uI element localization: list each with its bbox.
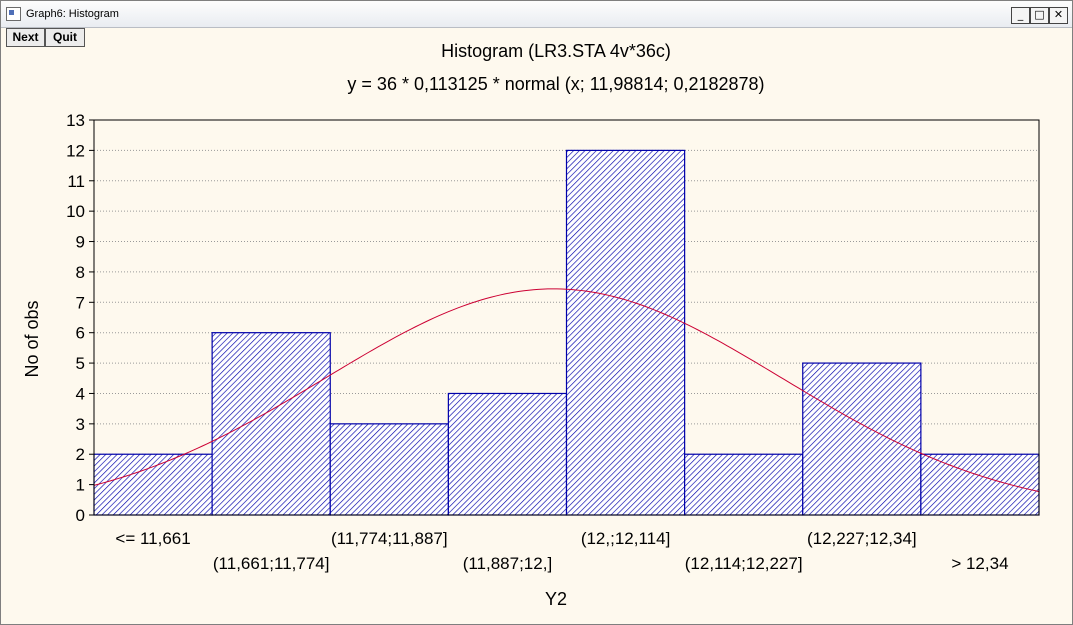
y-tick-label: 3 bbox=[76, 415, 85, 434]
chart-subtitle: y = 36 * 0,113125 * normal (x; 11,98814;… bbox=[347, 74, 764, 94]
next-button-label: Next bbox=[12, 30, 39, 44]
window-title: Graph6: Histogram bbox=[26, 8, 119, 20]
x-axis-categories: <= 11,661 (11,661;11,774](11,774;11,887] (… bbox=[115, 529, 1008, 573]
histogram-bar bbox=[447, 392, 568, 516]
chart-title: Histogram (LR3.STA 4v*36c) bbox=[441, 41, 671, 61]
y-tick-label: 4 bbox=[76, 384, 85, 403]
plot-frame bbox=[93, 119, 1040, 516]
histogram-bar bbox=[920, 453, 1040, 516]
histogram-bar bbox=[565, 149, 686, 516]
close-button[interactable]: ✕ bbox=[1049, 7, 1068, 24]
y-axis-label: No of obs bbox=[22, 300, 42, 377]
histogram-bar bbox=[93, 453, 213, 516]
title-bar[interactable]: Graph6: Histogram _ □ ✕ bbox=[1, 1, 1072, 28]
histogram-bar bbox=[329, 423, 449, 516]
y-tick-label: 1 bbox=[76, 476, 85, 495]
histogram-bar bbox=[211, 332, 331, 516]
x-tick-label: (12,;12,114] bbox=[581, 529, 670, 548]
y-tick-label: 5 bbox=[76, 354, 85, 373]
y-tick-label: 6 bbox=[76, 324, 85, 343]
y-tick-label: 0 bbox=[76, 506, 85, 525]
minimize-button[interactable]: _ bbox=[1011, 7, 1030, 24]
quit-button-label: Quit bbox=[53, 30, 77, 44]
y-tick-label: 9 bbox=[76, 233, 85, 252]
histogram-chart: Histogram (LR3.STA 4v*36c) y = 36 * 0,11… bbox=[22, 41, 1040, 609]
normal-fit-curve bbox=[93, 288, 1040, 493]
x-tick-label: (12,114;12,227] bbox=[685, 554, 803, 573]
y-tick-label: 8 bbox=[76, 263, 85, 282]
histogram-bars bbox=[93, 149, 1040, 516]
histogram-bar bbox=[802, 362, 922, 516]
x-tick-label: (11,774;11,887] bbox=[331, 529, 448, 548]
x-tick-label: (11,661;11,774] bbox=[213, 554, 330, 573]
x-tick-label: (12,227;12,34] bbox=[807, 529, 917, 548]
maximize-button[interactable]: □ bbox=[1030, 7, 1049, 24]
x-tick-label: > 12,34 bbox=[951, 554, 1008, 573]
x-axis-label: Y2 bbox=[545, 589, 567, 609]
y-tick-label: 10 bbox=[66, 202, 85, 221]
x-tick-label: <= 11,661 bbox=[115, 529, 190, 548]
app-icon bbox=[6, 7, 21, 21]
y-tick-label: 12 bbox=[66, 141, 85, 160]
y-tick-label: 7 bbox=[76, 293, 85, 312]
grid-lines bbox=[89, 119, 1039, 516]
y-tick-label: 13 bbox=[66, 111, 85, 130]
quit-button[interactable]: Quit bbox=[45, 28, 85, 47]
x-tick-label: (11,887;12,] bbox=[463, 554, 552, 573]
histogram-bar bbox=[684, 453, 804, 516]
y-tick-label: 2 bbox=[76, 445, 85, 464]
next-button[interactable]: Next bbox=[6, 28, 45, 47]
y-tick-label: 11 bbox=[67, 172, 85, 191]
